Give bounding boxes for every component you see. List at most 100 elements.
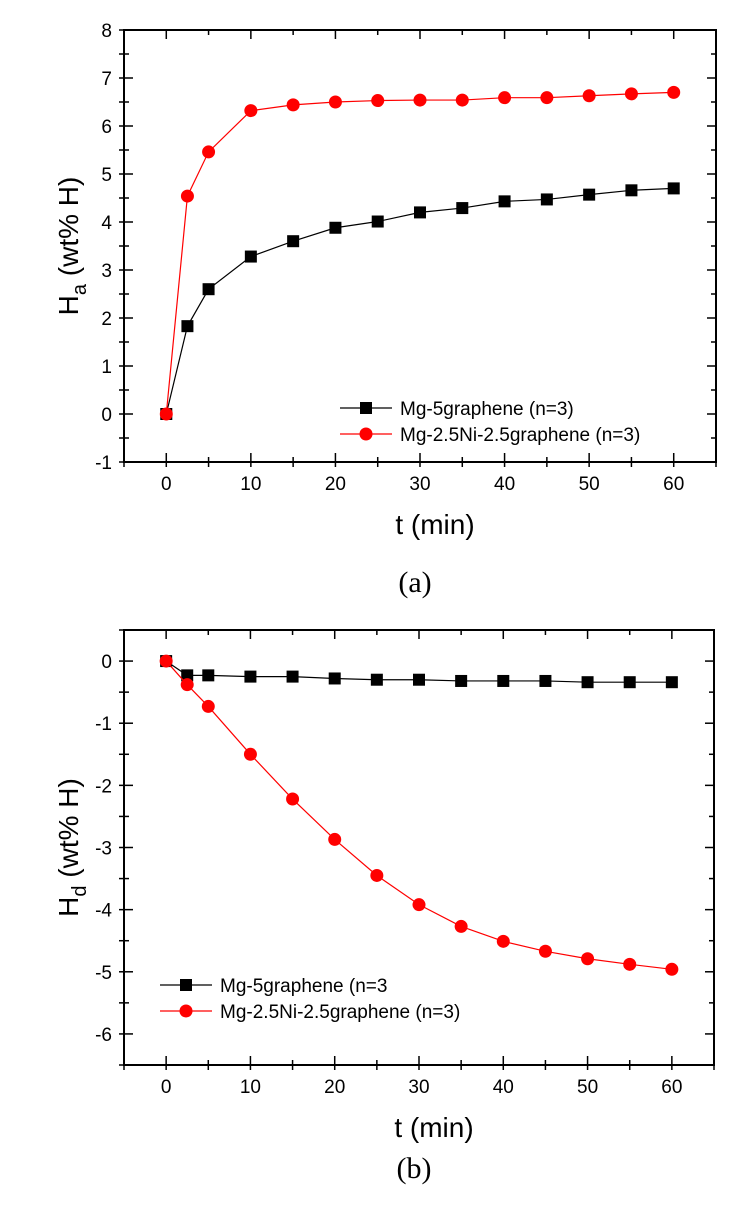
- x-tick-label: 50: [579, 474, 600, 495]
- data-point-circle: [243, 747, 257, 761]
- legend-label: Mg-5graphene (n=3): [400, 399, 574, 420]
- data-point-circle: [328, 832, 342, 846]
- y-tick-label: -5: [95, 963, 112, 984]
- data-point-square: [456, 202, 469, 215]
- data-point-square: [202, 283, 215, 296]
- y-tick-label: 7: [101, 69, 112, 90]
- legend-marker-square: [360, 402, 372, 414]
- y-tick-label: -3: [95, 839, 112, 860]
- x-tick-label: 60: [663, 474, 684, 495]
- x-tick-label: 0: [161, 474, 172, 495]
- data-point-circle: [371, 94, 385, 108]
- data-point-circle: [498, 91, 512, 105]
- data-point-square: [181, 320, 194, 333]
- data-point-circle: [623, 957, 637, 971]
- data-point-square: [625, 184, 638, 197]
- x-tick-label: 20: [324, 1077, 345, 1098]
- y-tick-label: -1: [95, 714, 112, 735]
- legend-label: Mg-2.5Ni-2.5graphene (n=3): [400, 425, 640, 446]
- data-point-square: [497, 674, 510, 687]
- series-line-0: [165, 187, 674, 415]
- data-point-square: [583, 188, 596, 201]
- data-point-circle: [286, 98, 300, 112]
- legend-label: Mg-2.5Ni-2.5graphene (n=3): [220, 1002, 460, 1023]
- x-tick-label: 60: [661, 1077, 682, 1098]
- data-point-square: [287, 235, 300, 248]
- data-point-circle: [180, 678, 194, 692]
- legend-marker-circle: [179, 1004, 193, 1018]
- data-point-square: [414, 206, 426, 219]
- y-tick-label: 4: [101, 213, 112, 234]
- data-point-square: [667, 182, 680, 195]
- data-point-square: [665, 676, 678, 689]
- data-point-circle: [201, 699, 215, 713]
- series-line-1: [165, 91, 674, 415]
- y-tick-label: 0: [101, 652, 112, 673]
- data-point-circle: [665, 962, 679, 976]
- data-point-square: [202, 669, 215, 682]
- chart-b: 0 10 20 30 40 50 60 -6 -5 -4 -3 -2 -1 0 t (min) Hd (wt%…: [53, 629, 715, 1185]
- plot-frame: [123, 629, 715, 1066]
- x-tick-label: 30: [409, 474, 430, 495]
- data-point-square: [181, 669, 194, 682]
- x-tick-label: 40: [494, 474, 515, 495]
- data-point-circle: [370, 868, 384, 882]
- y-tick-label: 8: [101, 21, 112, 42]
- data-point-square: [455, 674, 468, 687]
- x-axis-label: t (min): [395, 509, 474, 540]
- y-tick-label: -2: [95, 776, 112, 797]
- data-point-circle: [538, 944, 552, 958]
- data-point-square: [329, 221, 342, 234]
- data-point-circle: [328, 95, 342, 109]
- y-tick-label: 2: [101, 309, 112, 330]
- data-point-circle: [413, 93, 427, 107]
- series-line-0: [165, 660, 672, 683]
- data-point-square: [413, 673, 425, 686]
- x-tick-label: 30: [408, 1077, 429, 1098]
- y-axis-label: Ha (wt% H): [53, 177, 91, 316]
- legend-marker-square: [180, 979, 192, 991]
- y-tick-label: -4: [95, 901, 112, 922]
- data-point-circle: [581, 952, 595, 966]
- y-tick-label: 3: [101, 261, 112, 282]
- x-axis-label: t (min): [394, 1112, 473, 1143]
- data-point-circle: [180, 189, 194, 203]
- x-tick-label: 0: [161, 1077, 172, 1098]
- data-point-circle: [624, 87, 638, 101]
- data-point-circle: [244, 104, 258, 118]
- y-axis-label-rest: (wt% H): [53, 778, 84, 885]
- legend-label: Mg-5graphene (n=3: [220, 976, 387, 997]
- x-tick-label: 20: [325, 474, 346, 495]
- chart-a: 0 10 20 30 40 50 60 -1 0 1 2 3 4 5 6 7 8 t (min) Ha (wt% H…: [53, 21, 717, 599]
- x-tick-label: 40: [493, 1077, 514, 1098]
- data-point-circle: [667, 85, 681, 99]
- y-tick-label: 1: [101, 357, 112, 378]
- figure-caption: (b): [397, 1152, 432, 1185]
- data-point-circle: [582, 89, 596, 103]
- legend-marker-circle: [359, 427, 373, 441]
- x-tick-label: 10: [240, 1077, 261, 1098]
- x-tick-label: 50: [577, 1077, 598, 1098]
- data-point-square: [370, 673, 383, 686]
- y-tick-label: -1: [95, 453, 112, 474]
- data-point-square: [244, 250, 257, 263]
- y-axis-label-sub: d: [69, 885, 91, 896]
- data-point-square: [244, 670, 257, 683]
- y-tick-label: 5: [101, 165, 112, 186]
- data-point-square: [328, 672, 341, 685]
- data-point-circle: [454, 919, 468, 933]
- x-tick-label: 10: [240, 474, 261, 495]
- y-axis-label: Hd (wt% H): [53, 778, 91, 917]
- y-tick-label: 6: [101, 117, 112, 138]
- y-axis-label-main: H: [53, 897, 84, 917]
- data-point-circle: [540, 91, 554, 105]
- data-point-circle: [412, 898, 426, 912]
- y-tick-label: 0: [101, 405, 112, 426]
- data-point-square: [540, 193, 553, 206]
- data-point-square: [286, 670, 299, 683]
- series-line-1: [165, 660, 672, 970]
- data-point-square: [623, 676, 636, 689]
- data-point-circle: [159, 407, 173, 421]
- figure-caption: (a): [398, 566, 431, 599]
